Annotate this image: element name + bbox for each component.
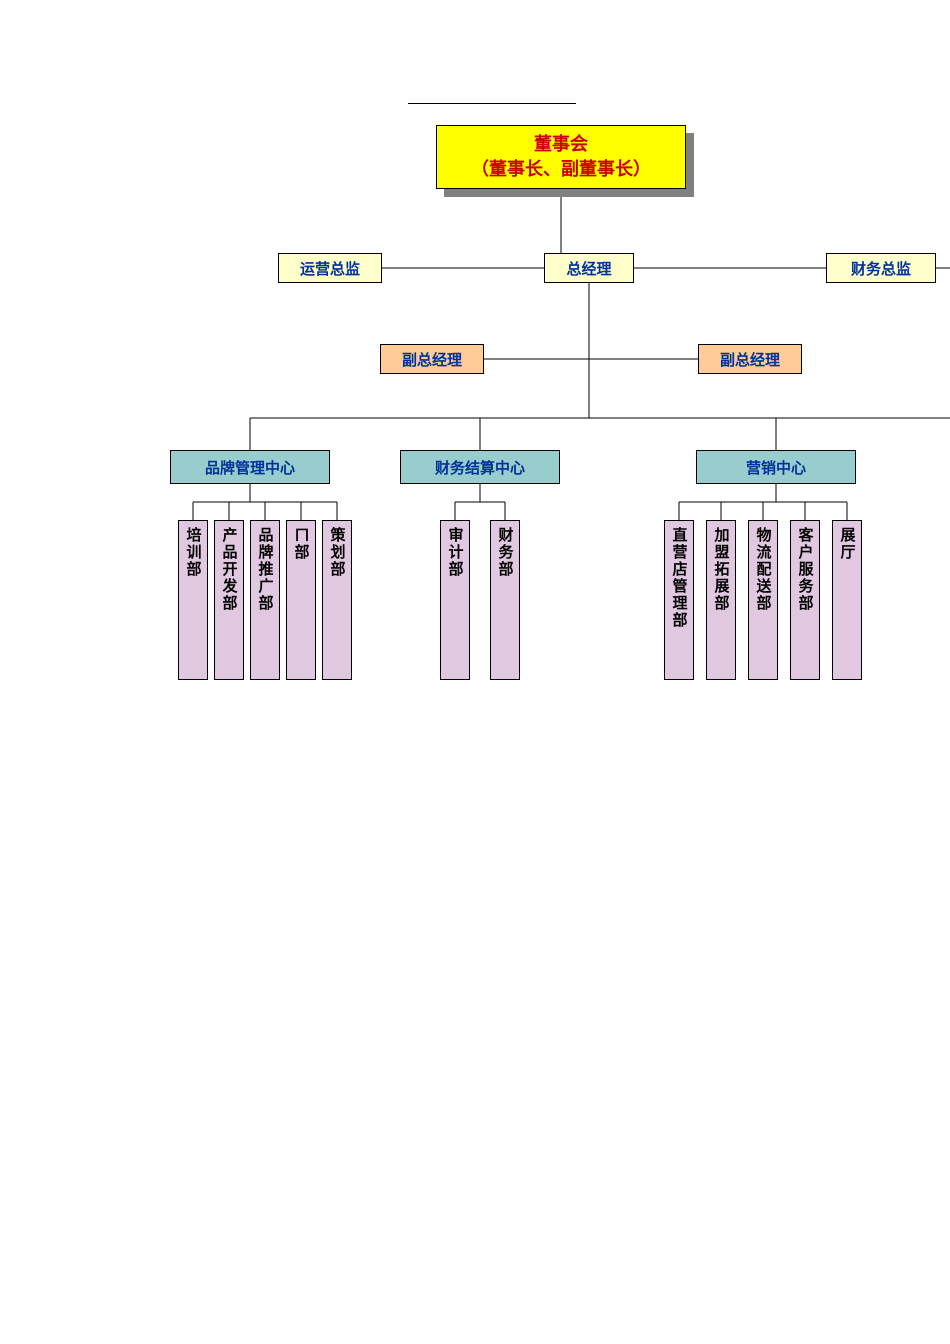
brand-center-label: 品牌管理中心 [205, 457, 295, 478]
sales-dept-3: 客户服务部 [790, 520, 820, 680]
board-line2: （董事长、副董事长） [471, 157, 651, 182]
brand-dept-0: 培训部 [178, 520, 208, 680]
finance-dept-0: 审计部 [440, 520, 470, 680]
sales-dept-2: 物流配送部 [748, 520, 778, 680]
sales-dept-1: 加盟拓展部 [706, 520, 736, 680]
sales-center-label: 营销中心 [746, 457, 806, 478]
brand-dept-4: 策划部 [322, 520, 352, 680]
board-line1: 董事会 [471, 132, 651, 157]
sales-dept-0: 直营店管理部 [664, 520, 694, 680]
brand-dept-1: 产品开发部 [214, 520, 244, 680]
vice-gm-2-node: 副总经理 [698, 344, 802, 374]
finance-center-label: 财务结算中心 [435, 457, 525, 478]
brand-center-node: 品牌管理中心 [170, 450, 330, 484]
brand-dept-3: ㄇ部 [286, 520, 316, 680]
ops-director-node: 运营总监 [278, 253, 382, 283]
ops-director-label: 运营总监 [300, 258, 360, 279]
finance-center-node: 财务结算中心 [400, 450, 560, 484]
board-node: 董事会 （董事长、副董事长） [436, 125, 686, 189]
title-underline [408, 103, 576, 104]
general-manager-node: 总经理 [544, 253, 634, 283]
vice-gm-2-label: 副总经理 [720, 349, 780, 370]
finance-director-node: 财务总监 [826, 253, 936, 283]
general-manager-label: 总经理 [566, 258, 611, 279]
finance-dept-1: 财务部 [490, 520, 520, 680]
brand-dept-2: 品牌推广部 [250, 520, 280, 680]
vice-gm-1-label: 副总经理 [402, 349, 462, 370]
finance-director-label: 财务总监 [851, 258, 911, 279]
sales-center-node: 营销中心 [696, 450, 856, 484]
sales-dept-4: 展厅 [832, 520, 862, 680]
vice-gm-1-node: 副总经理 [380, 344, 484, 374]
